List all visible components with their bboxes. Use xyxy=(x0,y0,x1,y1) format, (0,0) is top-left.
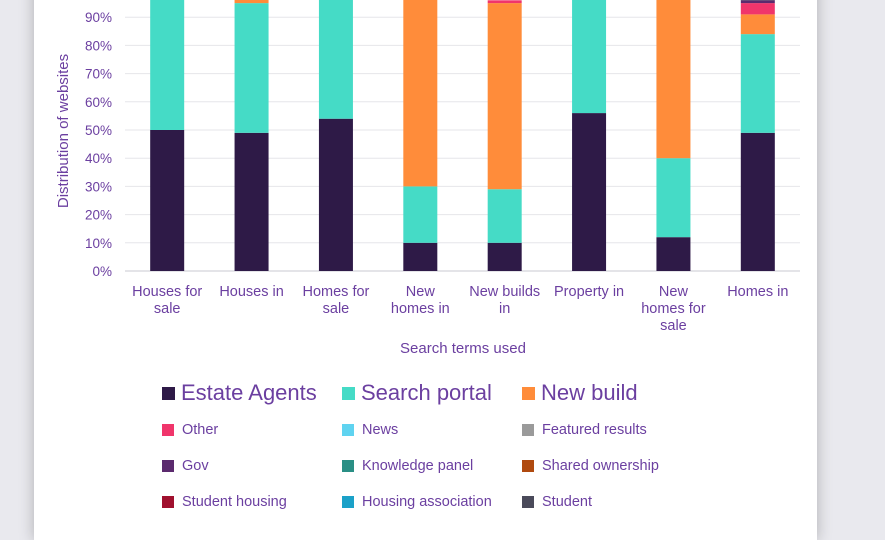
bar-segment xyxy=(150,130,184,271)
x-tick-label: sale xyxy=(660,318,687,334)
bar-segment xyxy=(403,243,437,271)
legend-item-knowledge-panel: Knowledge panel xyxy=(342,458,522,474)
x-tick-label: New xyxy=(406,284,436,300)
y-tick-label: 90% xyxy=(85,10,112,25)
legend-label: Student xyxy=(542,494,592,510)
x-tick-label: homes in xyxy=(391,301,450,317)
bar-segment xyxy=(741,3,775,14)
bar-segment xyxy=(488,0,522,3)
legend-item-gov: Gov xyxy=(162,458,342,474)
bar-segment xyxy=(235,0,269,3)
x-tick-label: in xyxy=(499,301,510,317)
bar-segment xyxy=(741,133,775,271)
legend-label: News xyxy=(362,422,398,438)
y-tick-label: 0% xyxy=(92,264,112,279)
x-tick-label: Houses for xyxy=(132,284,202,300)
x-tick-label: Homes for xyxy=(302,284,369,300)
bar-segment xyxy=(741,34,775,133)
legend-secondary-row-2: Gov Knowledge panel Shared ownership xyxy=(162,458,702,474)
y-axis-ticks: 0% 10% 20% 30% 40% 50% 60% 70% 80% 90% xyxy=(85,10,112,279)
legend-swatch xyxy=(162,496,174,508)
legend-swatch xyxy=(162,424,174,436)
legend-swatch xyxy=(522,496,534,508)
legend-item-student-housing: Student housing xyxy=(162,494,342,510)
bar-segment xyxy=(488,3,522,189)
x-axis-label: Search terms used xyxy=(400,340,526,357)
legend-primary: Estate Agents Search portal New build xyxy=(162,380,702,406)
bar-segment xyxy=(235,133,269,271)
bar-segment xyxy=(235,3,269,133)
gridlines xyxy=(125,17,800,271)
legend-label: Estate Agents xyxy=(181,380,317,406)
legend-swatch xyxy=(162,387,175,400)
bar-segment xyxy=(150,0,184,130)
bar-segment xyxy=(403,0,437,186)
legend-swatch xyxy=(342,496,354,508)
legend-item-news: News xyxy=(342,422,522,438)
legend-label: Search portal xyxy=(361,380,492,406)
x-tick-label: sale xyxy=(323,301,350,317)
legend-label: Student housing xyxy=(182,494,287,510)
legend-swatch xyxy=(342,460,354,472)
legend-label: New build xyxy=(541,380,638,406)
legend-item-estate-agents: Estate Agents xyxy=(162,380,342,406)
legend-label: Featured results xyxy=(542,422,647,438)
bar-segment xyxy=(656,158,690,237)
legend-secondary-row-3: Student housing Housing association Stud… xyxy=(162,494,702,510)
y-tick-label: 50% xyxy=(85,123,112,138)
legend-label: Knowledge panel xyxy=(362,458,473,474)
legend-label: Other xyxy=(182,422,218,438)
y-tick-label: 40% xyxy=(85,151,112,166)
y-tick-label: 20% xyxy=(85,208,112,223)
legend-item-other: Other xyxy=(162,422,342,438)
bar-segment xyxy=(403,186,437,242)
legend-label: Gov xyxy=(182,458,209,474)
legend-label: Housing association xyxy=(362,494,492,510)
legend-swatch xyxy=(162,460,174,472)
x-tick-label: sale xyxy=(154,301,181,317)
bar-segment xyxy=(488,189,522,243)
x-tick-label: Homes in xyxy=(727,284,788,300)
legend-swatch xyxy=(522,387,535,400)
bars xyxy=(150,0,775,271)
legend-item-housing-association: Housing association xyxy=(342,494,522,510)
x-tick-label: Property in xyxy=(554,284,624,300)
bar-segment xyxy=(572,113,606,271)
y-axis-label: Distribution of websites xyxy=(55,54,72,208)
y-tick-label: 10% xyxy=(85,236,112,251)
y-tick-label: 80% xyxy=(85,38,112,53)
legend-swatch xyxy=(342,387,355,400)
x-tick-label: homes for xyxy=(641,301,706,317)
legend-item-new-build: New build xyxy=(522,380,702,406)
bar-segment xyxy=(741,0,775,3)
x-tick-label: Houses in xyxy=(219,284,283,300)
y-tick-label: 60% xyxy=(85,95,112,110)
bar-segment xyxy=(572,0,606,113)
bar-segment xyxy=(319,119,353,271)
y-tick-label: 30% xyxy=(85,179,112,194)
legend-swatch xyxy=(342,424,354,436)
x-tick-label: New xyxy=(659,284,689,300)
bar-segment xyxy=(656,0,690,158)
legend-item-featured-results: Featured results xyxy=(522,422,702,438)
y-tick-label: 70% xyxy=(85,67,112,82)
legend-item-search-portal: Search portal xyxy=(342,380,522,406)
legend-secondary-row-1: Other News Featured results xyxy=(162,422,702,438)
bar-segment xyxy=(319,0,353,119)
bar-segment xyxy=(741,14,775,34)
bar-segment xyxy=(488,243,522,271)
legend-swatch xyxy=(522,424,534,436)
legend-swatch xyxy=(522,460,534,472)
bar-segment xyxy=(656,237,690,271)
x-tick-label: New builds xyxy=(469,284,540,300)
legend-label: Shared ownership xyxy=(542,458,659,474)
legend-item-student: Student xyxy=(522,494,702,510)
legend-item-shared-ownership: Shared ownership xyxy=(522,458,702,474)
stacked-bar-chart: 0% 10% 20% 30% 40% 50% 60% 70% 80% 90% Houses for… xyxy=(0,0,885,370)
